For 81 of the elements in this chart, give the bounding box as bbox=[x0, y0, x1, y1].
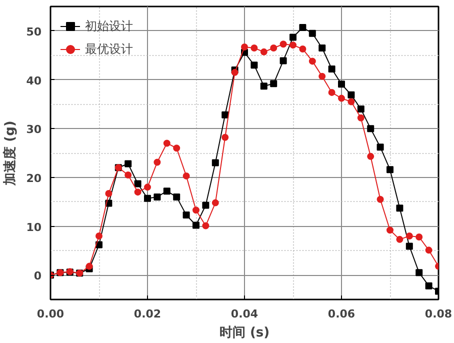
point bbox=[376, 196, 384, 203]
point bbox=[250, 62, 258, 69]
y-tick-label: 50 bbox=[26, 25, 42, 38]
x-axis-title: 时间 (s) bbox=[219, 326, 270, 340]
point bbox=[124, 160, 132, 168]
point bbox=[144, 194, 151, 202]
y-tick-label: 30 bbox=[26, 123, 42, 136]
point bbox=[173, 144, 180, 152]
point bbox=[367, 152, 374, 160]
point bbox=[250, 44, 258, 52]
point bbox=[163, 140, 170, 147]
point bbox=[182, 172, 190, 180]
point bbox=[202, 202, 210, 209]
x-tick-label: 0.06 bbox=[328, 308, 356, 320]
point bbox=[270, 80, 278, 88]
point bbox=[192, 222, 200, 229]
x-tick-label: 0.02 bbox=[134, 308, 162, 320]
point bbox=[328, 66, 336, 73]
point bbox=[406, 232, 413, 240]
point bbox=[348, 98, 355, 106]
point bbox=[260, 48, 268, 56]
point bbox=[212, 159, 219, 166]
point bbox=[318, 44, 326, 52]
point bbox=[290, 42, 296, 49]
point bbox=[308, 30, 316, 37]
point bbox=[280, 40, 287, 48]
point bbox=[212, 199, 219, 206]
y-tick-label: 0 bbox=[34, 270, 42, 283]
point bbox=[348, 91, 355, 98]
point bbox=[290, 34, 296, 41]
point bbox=[134, 180, 142, 188]
point bbox=[308, 58, 316, 65]
point bbox=[386, 226, 394, 234]
point bbox=[299, 45, 306, 52]
point bbox=[86, 262, 93, 270]
legend-label: 初始设计 bbox=[85, 18, 133, 34]
point bbox=[396, 204, 404, 212]
point bbox=[425, 282, 432, 290]
point bbox=[154, 193, 161, 200]
point bbox=[260, 82, 268, 90]
y-tick-label: 10 bbox=[26, 220, 42, 234]
point bbox=[241, 44, 248, 51]
point bbox=[357, 106, 364, 113]
x-tick-label: 0.08 bbox=[424, 308, 452, 320]
point bbox=[231, 68, 238, 76]
point bbox=[163, 188, 170, 195]
point bbox=[222, 134, 229, 141]
point bbox=[367, 125, 374, 132]
point bbox=[105, 190, 112, 198]
point bbox=[425, 246, 432, 254]
x-tick-label: 0.00 bbox=[36, 308, 64, 320]
point bbox=[318, 72, 326, 80]
y-tick-label: 20 bbox=[26, 172, 42, 185]
point bbox=[173, 193, 180, 200]
y-axis-title: 加速度 (g) bbox=[2, 120, 18, 186]
point bbox=[154, 158, 161, 166]
point bbox=[96, 241, 102, 248]
x-tick-label: 0.04 bbox=[230, 308, 258, 320]
y-tick-label: 40 bbox=[26, 74, 42, 88]
point bbox=[416, 234, 423, 240]
point bbox=[376, 144, 384, 151]
point bbox=[270, 44, 278, 52]
point bbox=[357, 114, 364, 122]
point bbox=[202, 222, 210, 230]
point bbox=[406, 242, 413, 250]
legend-label: 最优设计 bbox=[85, 40, 133, 58]
point bbox=[144, 184, 151, 191]
point bbox=[386, 166, 394, 174]
point bbox=[328, 88, 336, 96]
point bbox=[182, 212, 190, 219]
point bbox=[396, 236, 404, 243]
point bbox=[96, 232, 102, 240]
point bbox=[280, 57, 287, 64]
point bbox=[124, 171, 132, 178]
point bbox=[299, 24, 306, 31]
point bbox=[338, 94, 345, 102]
point bbox=[134, 188, 142, 196]
point bbox=[192, 206, 200, 214]
point bbox=[222, 111, 229, 118]
point bbox=[416, 269, 423, 276]
point bbox=[338, 80, 345, 88]
